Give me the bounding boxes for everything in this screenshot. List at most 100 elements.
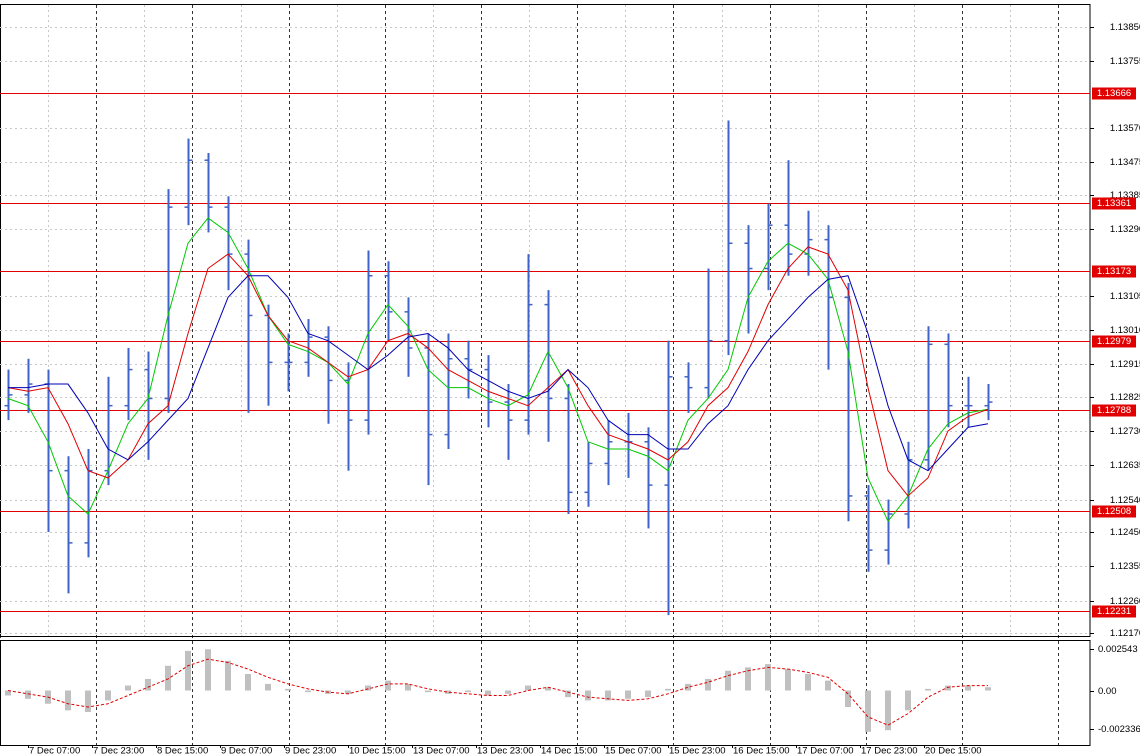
macd-histogram-bar — [225, 660, 231, 691]
level-label: 1.12979 — [1097, 336, 1131, 347]
macd-histogram-bar — [525, 685, 531, 691]
macd-histogram-bar — [485, 690, 491, 696]
moving-average — [8, 275, 989, 472]
macd-panel-frame — [0, 640, 1091, 746]
x-tick-label: 15 Dec 23:00 — [669, 746, 726, 756]
macd-histogram-bar — [825, 680, 831, 691]
level-tag — [1092, 404, 1136, 417]
macd-histogram-bar — [425, 690, 431, 693]
x-tick-label: 20 Dec 15:00 — [925, 746, 982, 756]
y-tick-label: 1.13105 — [1110, 291, 1140, 302]
macd-histogram-bar — [65, 690, 71, 711]
macd-histogram-bar — [105, 690, 111, 701]
y-tick-label: 1.12635 — [1110, 460, 1140, 471]
macd-histogram-bar — [905, 690, 911, 711]
y-tick-label: 1.13010 — [1110, 325, 1140, 336]
macd-histogram-bar — [345, 690, 351, 694]
x-tick-label: 13 Dec 07:00 — [413, 746, 470, 756]
macd-histogram-bar — [705, 678, 711, 691]
macd-histogram-bar — [165, 665, 171, 691]
level-label: 1.12508 — [1097, 506, 1131, 517]
y2-tick-label: 0.002543 — [1098, 644, 1138, 655]
level-label: 1.13361 — [1097, 198, 1131, 209]
macd-histogram-bar — [5, 690, 11, 696]
macd-histogram-bar — [665, 688, 671, 691]
moving-average — [7, 246, 989, 497]
y-tick-label: 1.12260 — [1110, 596, 1140, 607]
moving-average — [7, 217, 989, 523]
x-tick-label: 16 Dec 15:00 — [733, 746, 790, 756]
macd-histogram-bar — [845, 690, 851, 708]
y-tick-label: 1.12355 — [1110, 561, 1140, 572]
macd-histogram-bar — [745, 667, 751, 691]
macd-histogram-bar — [885, 690, 891, 731]
macd-histogram-bar — [565, 690, 571, 698]
macd-histogram-bar — [805, 674, 811, 691]
y-tick-label: 1.13475 — [1110, 157, 1140, 168]
macd-histogram-bar — [785, 669, 791, 691]
y-tick-label: 1.12825 — [1110, 392, 1140, 403]
macd-histogram-bar — [645, 690, 651, 698]
macd-histogram-bar — [585, 690, 591, 701]
macd-histogram-bar — [185, 650, 191, 691]
y-tick-label: 1.12450 — [1110, 527, 1140, 538]
y-tick-label: 1.12170 — [1110, 628, 1140, 639]
macd-histogram-bar — [685, 683, 691, 691]
macd-histogram-bar — [945, 685, 951, 691]
macd-histogram-bar — [965, 685, 971, 691]
level-label: 1.12231 — [1097, 606, 1131, 617]
main-panel-frame — [0, 4, 1091, 637]
macd-signal-line — [7, 658, 988, 726]
macd-histogram-bar — [725, 670, 731, 691]
macd-histogram-bar — [985, 687, 991, 691]
y2-tick-label: -0.002336 — [1098, 724, 1140, 735]
macd-histogram-bar — [545, 687, 551, 691]
macd-histogram-bar — [125, 685, 131, 691]
level-tag — [1092, 605, 1136, 618]
macd-histogram-bar — [505, 690, 511, 694]
macd-histogram-bar — [405, 683, 411, 691]
macd-histogram-bar — [25, 690, 31, 699]
x-tick-label: 7 Dec 23:00 — [93, 746, 144, 756]
macd-histogram-bar — [925, 688, 931, 691]
x-tick-label: 9 Dec 07:00 — [221, 746, 272, 756]
level-label: 1.12788 — [1097, 405, 1131, 416]
level-tag — [1092, 87, 1136, 100]
level-tag — [1092, 335, 1136, 348]
y-tick-label: 1.13290 — [1110, 224, 1140, 235]
level-tag — [1092, 505, 1136, 518]
level-label: 1.13666 — [1097, 88, 1131, 99]
x-tick-label: 14 Dec 15:00 — [541, 746, 598, 756]
x-tick-label: 13 Dec 23:00 — [477, 746, 534, 756]
y-tick-label: 1.13385 — [1110, 190, 1140, 201]
y-tick-label: 1.12915 — [1110, 359, 1140, 370]
macd-histogram-bar — [285, 688, 291, 691]
macd-histogram-bar — [765, 664, 771, 691]
macd-histogram-bar — [625, 690, 631, 699]
macd-histogram-bar — [465, 690, 471, 693]
x-tick-label: 17 Dec 07:00 — [797, 746, 854, 756]
y2-tick-label: 0.00 — [1098, 686, 1117, 697]
macd-histogram-bar — [605, 690, 611, 701]
level-label: 1.13173 — [1097, 266, 1131, 277]
macd-histogram-bar — [265, 683, 271, 691]
macd-histogram-bar — [85, 690, 91, 712]
macd-histogram-bar — [385, 680, 391, 691]
level-tag — [1092, 197, 1136, 210]
y-tick-label: 1.13570 — [1110, 123, 1140, 134]
x-tick-label: 8 Dec 15:00 — [157, 746, 208, 756]
y-tick-label: 1.13755 — [1110, 56, 1140, 67]
y-tick-label: 1.12540 — [1110, 495, 1140, 506]
y-tick-label: 1.13850 — [1110, 22, 1140, 33]
level-tag — [1092, 265, 1136, 278]
macd-histogram-bar — [445, 690, 451, 694]
y-tick-label: 1.12730 — [1110, 426, 1140, 437]
macd-histogram-bar — [145, 678, 151, 691]
macd-histogram-bar — [205, 649, 211, 691]
macd-histogram-bar — [305, 690, 311, 693]
x-tick-label: 10 Dec 15:00 — [349, 746, 406, 756]
macd-histogram-bar — [365, 685, 371, 691]
x-tick-label: 17 Dec 23:00 — [861, 746, 918, 756]
